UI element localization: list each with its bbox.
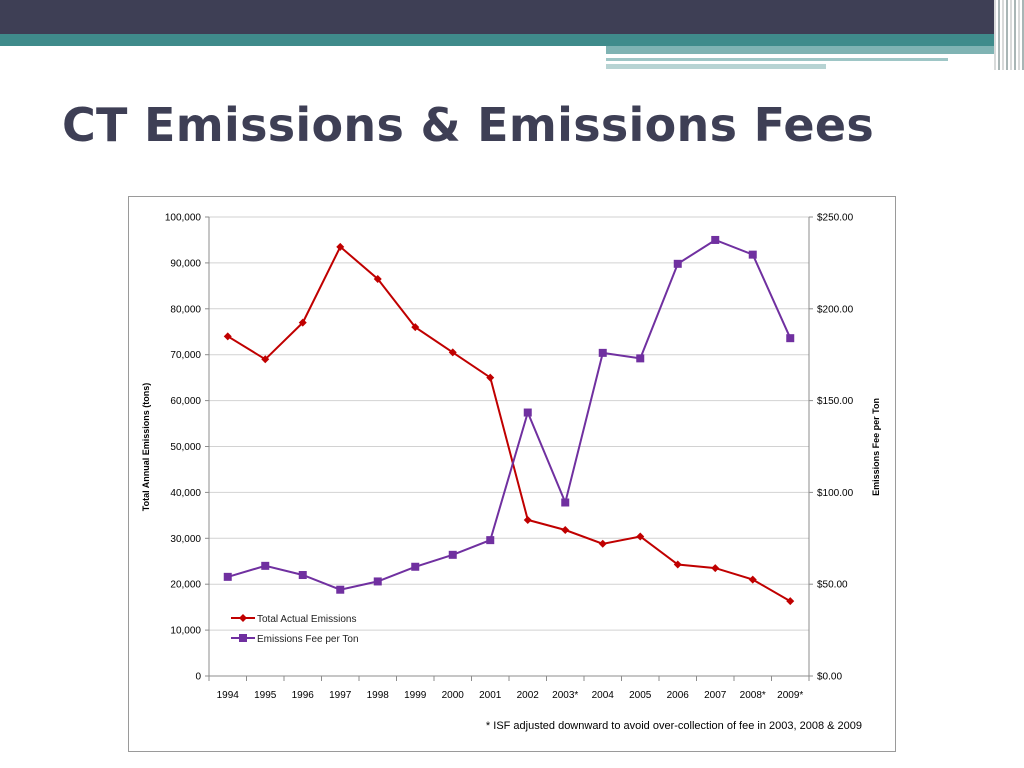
grid-layer	[205, 216, 813, 681]
x-axis-tick-label: 2004	[592, 690, 615, 701]
slide-title: CT Emissions & Emissions Fees	[62, 98, 875, 152]
data-point	[523, 515, 532, 524]
data-point	[636, 354, 645, 363]
data-point	[561, 526, 570, 535]
legend: Total Actual Emissions Emissions Fee per…	[231, 614, 359, 645]
x-axis-tick-label: 1995	[254, 690, 277, 701]
chart-footnote: * ISF adjusted downward to avoid over-co…	[486, 720, 862, 732]
header-accent-line	[606, 58, 948, 61]
left-axis-tick-label: 40,000	[170, 488, 201, 499]
left-axis-tick-label: 60,000	[170, 396, 201, 407]
left-axis-tick-label: 0	[195, 672, 201, 683]
data-point	[411, 562, 420, 571]
x-axis-tick-label: 2007	[704, 690, 727, 701]
data-point	[298, 571, 307, 580]
header-accent-bar-short	[606, 64, 826, 69]
x-axis-tick-label: 2009*	[777, 690, 803, 701]
data-point	[786, 597, 795, 606]
left-axis-tick-label: 20,000	[170, 580, 201, 591]
legend-emissions-marker	[239, 614, 247, 622]
data-point	[336, 585, 345, 594]
data-point	[261, 355, 270, 364]
right-axis-tick-label: $50.00	[817, 580, 848, 591]
series-layer	[223, 235, 795, 606]
x-axis-tick-label: 1994	[217, 690, 240, 701]
data-point	[711, 564, 720, 573]
right-axis-ticks: $0.00 $50.00 $100.00 $150.00 $200.00 $250.00	[817, 213, 854, 683]
data-point	[598, 539, 607, 548]
legend-emissions-label: Total Actual Emissions	[257, 614, 357, 625]
data-point	[561, 498, 570, 507]
x-axis-tick-label: 2000	[442, 690, 465, 701]
data-point	[598, 348, 607, 357]
data-point	[786, 334, 795, 343]
right-axis-tick-label: $100.00	[817, 488, 854, 499]
data-point	[748, 575, 757, 584]
right-axis-tick-label: $250.00	[817, 213, 854, 224]
data-point	[336, 242, 345, 251]
data-point	[523, 408, 532, 417]
x-axis-tick-label: 1997	[329, 690, 352, 701]
header-accent-bar	[606, 46, 1024, 54]
series-total-actual-emissions	[223, 242, 795, 606]
x-axis-tick-label: 2003*	[552, 690, 578, 701]
x-axis-ticks: 1994 1995 1996 1997 1998 1999 2000 2001 2002 2003…	[217, 690, 804, 701]
series-line	[227, 238, 792, 591]
series-emissions-fee-per-ton	[223, 235, 795, 594]
data-point	[448, 550, 457, 559]
data-point	[261, 561, 270, 570]
left-axis-title: Total Annual Emissions (tons)	[141, 383, 151, 512]
data-point	[711, 235, 720, 244]
x-axis-tick-label: 1996	[292, 690, 315, 701]
emissions-chart: 0 10,000 20,000 30,000 40,000 50,000 60,000 70,…	[141, 213, 881, 733]
left-axis-tick-label: 100,000	[165, 213, 202, 224]
right-axis-tick-label: $200.00	[817, 304, 854, 315]
data-point	[636, 532, 645, 541]
data-point	[298, 318, 307, 327]
x-axis-tick-label: 2006	[667, 690, 690, 701]
left-axis-tick-label: 30,000	[170, 534, 201, 545]
left-axis-ticks: 0 10,000 20,000 30,000 40,000 50,000 60,000 70,…	[165, 213, 202, 683]
data-point	[373, 577, 382, 586]
right-axis-tick-label: $150.00	[817, 396, 854, 407]
data-point	[373, 274, 382, 283]
data-point	[673, 560, 682, 569]
data-point	[411, 323, 420, 332]
right-axis-title: Emissions Fee per Ton	[871, 398, 881, 496]
header-teal-band	[0, 34, 1024, 46]
x-axis-tick-label: 1999	[404, 690, 427, 701]
legend-fee-marker	[239, 634, 247, 642]
left-axis-tick-label: 80,000	[170, 304, 201, 315]
data-point	[486, 536, 495, 545]
x-axis-tick-label: 2008*	[740, 690, 766, 701]
data-point	[448, 348, 457, 357]
x-axis-tick-label: 2002	[517, 690, 540, 701]
data-point	[486, 373, 495, 382]
x-axis-tick-label: 1998	[367, 690, 390, 701]
chart-frame: 0 10,000 20,000 30,000 40,000 50,000 60,000 70,…	[128, 196, 896, 752]
x-axis-tick-label: 2001	[479, 690, 502, 701]
legend-fee-label: Emissions Fee per Ton	[257, 634, 359, 645]
data-point	[673, 259, 682, 268]
header-stripe-decoration	[994, 0, 1024, 70]
data-point	[223, 332, 232, 341]
x-axis-tick-label: 2005	[629, 690, 652, 701]
data-point	[223, 572, 232, 581]
left-axis-tick-label: 90,000	[170, 258, 201, 269]
left-axis-tick-label: 70,000	[170, 350, 201, 361]
right-axis-tick-label: $0.00	[817, 672, 842, 683]
left-axis-tick-label: 50,000	[170, 442, 201, 453]
series-line	[227, 245, 791, 603]
header-dark-band	[0, 0, 1024, 34]
left-axis-tick-label: 10,000	[170, 626, 201, 637]
data-point	[748, 250, 757, 259]
